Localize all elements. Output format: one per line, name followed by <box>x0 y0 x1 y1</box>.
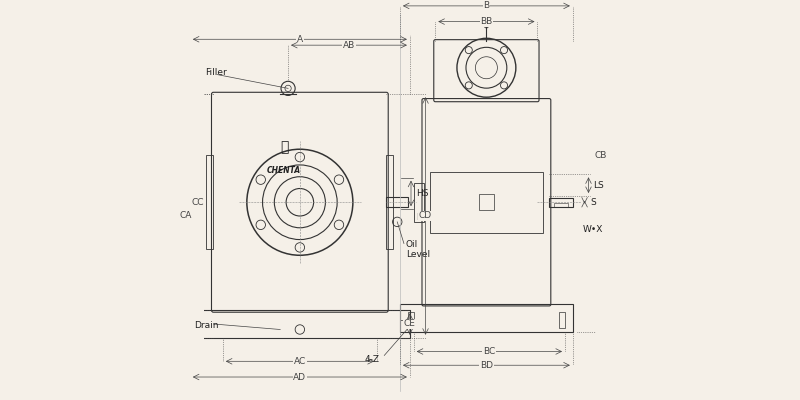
Bar <box>408 312 414 328</box>
Text: CD: CD <box>419 212 432 220</box>
Text: S: S <box>590 198 596 207</box>
Text: CC: CC <box>191 198 204 207</box>
Text: W•X: W•X <box>582 225 603 234</box>
Text: CB: CB <box>594 151 606 160</box>
Text: B: B <box>483 1 490 10</box>
Text: Drain: Drain <box>194 322 218 330</box>
Text: AC: AC <box>294 357 306 366</box>
Text: BB: BB <box>480 17 493 26</box>
Bar <box>386 155 394 249</box>
Text: CA: CA <box>180 212 192 220</box>
Text: I•V: I•V <box>416 214 430 222</box>
Text: Oil
Level: Oil Level <box>406 240 430 259</box>
Text: BD: BD <box>480 361 493 370</box>
Bar <box>554 203 568 206</box>
Bar <box>400 310 410 320</box>
Bar <box>400 304 573 332</box>
Text: BC: BC <box>483 347 495 356</box>
Text: Filler: Filler <box>206 68 227 77</box>
Text: HS: HS <box>416 189 429 198</box>
Bar <box>430 172 543 233</box>
Text: Ⓢ: Ⓢ <box>280 140 288 154</box>
Text: LS: LS <box>594 181 604 190</box>
Bar <box>206 155 214 249</box>
Bar <box>190 310 200 320</box>
Bar <box>414 183 423 222</box>
Bar <box>550 198 573 206</box>
Bar <box>559 312 565 328</box>
Text: CHENTA: CHENTA <box>267 166 302 175</box>
Bar <box>386 197 408 207</box>
Text: 4-Z: 4-Z <box>365 355 380 364</box>
Bar <box>478 194 494 210</box>
Text: A: A <box>297 35 303 44</box>
Text: AD: AD <box>294 372 306 382</box>
Bar <box>190 310 410 338</box>
Text: CE: CE <box>404 320 416 328</box>
Text: AB: AB <box>343 41 355 50</box>
